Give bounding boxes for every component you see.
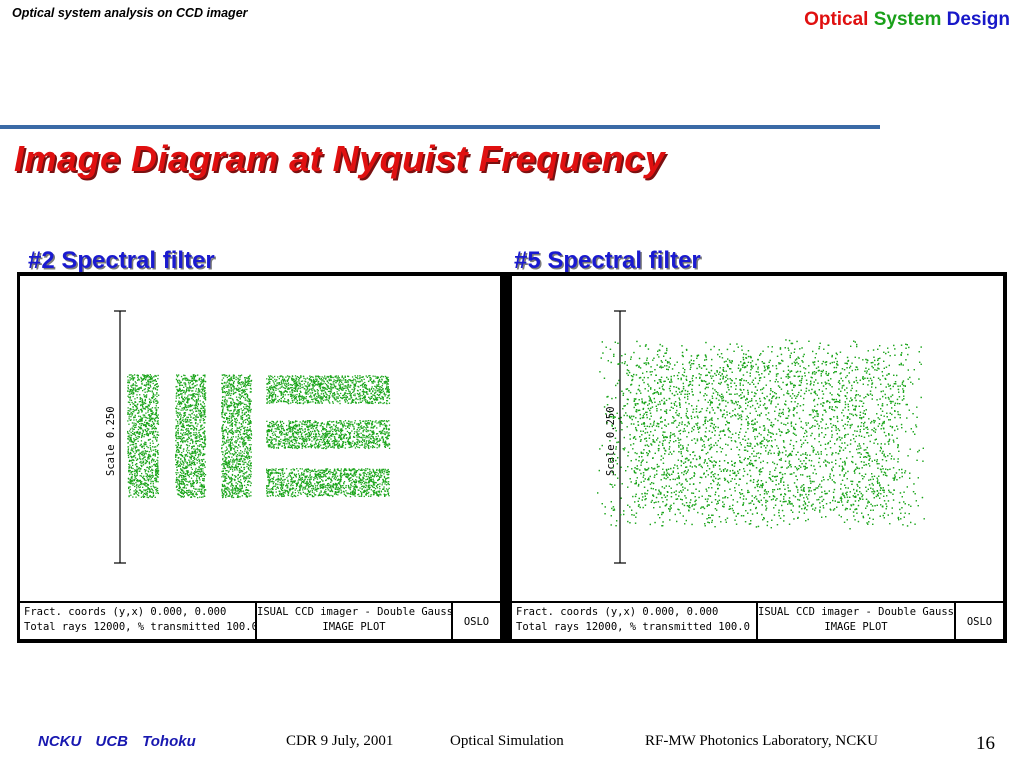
info-coords-right: Fract. coords (y,x) 0.000, 0.000 Total r… — [512, 603, 758, 639]
footer-conference: CDR 9 July, 2001 — [286, 733, 394, 749]
footer-institutions: NCKU UCB Tohoku — [38, 733, 196, 750]
info-bar-left: Fract. coords (y,x) 0.000, 0.000 Total r… — [20, 601, 500, 639]
scale-bar-right — [614, 310, 626, 564]
info-lens-right: ISUAL CCD imager - Double Gauss IMAGE PL… — [758, 603, 956, 639]
lens-line1-right: ISUAL CCD imager - Double Gauss — [758, 606, 954, 618]
spot-diagram-right: Scale 0.250 Fract. coords (y,x) 0.000, 0… — [512, 276, 1003, 639]
header-left-text: Optical system analysis on CCD imager — [12, 6, 248, 20]
info-line1-left: Fract. coords (y,x) 0.000, 0.000 — [24, 606, 227, 618]
footer-lab: RF-MW Photonics Laboratory, NCKU — [645, 733, 878, 749]
plot-title-right: #5 Spectral filter — [514, 247, 701, 274]
info-line1-right: Fract. coords (y,x) 0.000, 0.000 — [516, 606, 719, 618]
header-word-design: Design — [946, 9, 1010, 30]
lens-line2-left: IMAGE PLOT — [322, 621, 386, 633]
spot-plot-left: Scale 0.250 — [105, 310, 391, 564]
info-line2-left: Total rays 12000, % transmitted 100.0 — [24, 621, 257, 633]
header-word-optical: Optical — [804, 9, 869, 30]
lens-line1-left: ISUAL CCD imager - Double Gauss — [257, 606, 453, 618]
spot-diagram-left: Scale 0.250 Fract. coords (y,x) 0.000, 0… — [20, 276, 500, 639]
info-lens-left: ISUAL CCD imager - Double Gauss IMAGE PL… — [257, 603, 453, 639]
header-right-title: Optical System Design — [804, 9, 1010, 31]
scale-label-left: Scale 0.250 — [105, 406, 117, 476]
lens-line2-right: IMAGE PLOT — [824, 621, 888, 633]
spot-plot-right: Scale 0.250 — [597, 310, 925, 564]
scale-label-right: Scale 0.250 — [605, 406, 617, 476]
footer-topic: Optical Simulation — [450, 733, 564, 749]
info-line2-right: Total rays 12000, % transmitted 100.0 — [516, 621, 750, 633]
slide-title: Image Diagram at Nyquist Frequency — [14, 138, 666, 179]
title-rule — [0, 125, 880, 129]
plot-title-left: #2 Spectral filter — [28, 247, 215, 274]
info-program-right: OSLO — [966, 615, 993, 628]
ray-spots-left — [127, 374, 391, 499]
page-number: 16 — [976, 733, 995, 754]
header-word-system: System — [873, 9, 942, 30]
scale-bar-left — [114, 310, 126, 564]
info-program-left: OSLO — [463, 615, 490, 628]
info-coords-left: Fract. coords (y,x) 0.000, 0.000 Total r… — [20, 603, 257, 639]
spot-diagram-frame: Scale 0.250 Fract. coords (y,x) 0.000, 0… — [17, 272, 1007, 643]
info-bar-right: Fract. coords (y,x) 0.000, 0.000 Total r… — [512, 601, 1003, 639]
ray-spots-right — [597, 339, 925, 530]
